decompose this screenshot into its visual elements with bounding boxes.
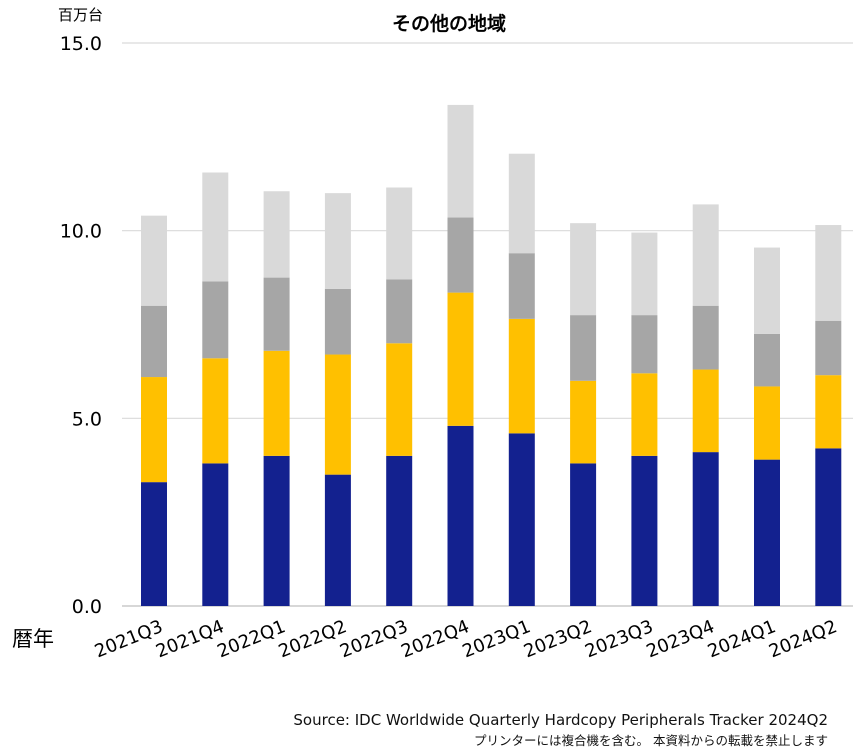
- bar-segment-series-1: [263, 455, 290, 606]
- bar-segment-series-1: [815, 448, 842, 606]
- bar-segment-series-4: [447, 104, 474, 218]
- bar-segment-series-4: [570, 223, 597, 316]
- x-tick-label: 2024Q2: [766, 616, 840, 662]
- bar-segment-series-4: [324, 193, 351, 289]
- bar-segment-series-1: [692, 452, 719, 606]
- bar-segment-series-3: [141, 305, 167, 378]
- note-text: プリンターには複合機を含む。 本資料からの転載を禁止します: [474, 733, 828, 748]
- bar-segment-series-2: [386, 343, 413, 456]
- bar-segment-series-2: [631, 373, 658, 456]
- bar-segment-series-4: [202, 172, 229, 282]
- x-tick-label: 2023Q1: [460, 616, 534, 662]
- bar-segment-series-1: [570, 463, 597, 606]
- bar-stacks: [141, 104, 842, 606]
- bar-segment-series-2: [692, 369, 719, 453]
- bar-segment-series-3: [631, 315, 658, 374]
- gridlines: [122, 42, 853, 607]
- y-tick-label: 0.0: [72, 596, 102, 618]
- bar-segment-series-1: [141, 482, 167, 606]
- bar-segment-series-2: [570, 380, 597, 464]
- bar-segment-series-1: [202, 463, 229, 606]
- bar-segment-series-4: [141, 215, 167, 306]
- x-tick-label: 2023Q2: [521, 616, 595, 662]
- bar-segment-series-1: [754, 459, 780, 606]
- x-axis-label: 暦年: [12, 627, 54, 651]
- x-tick-label: 2024Q1: [705, 616, 779, 662]
- bar-segment-series-1: [324, 474, 351, 606]
- bar-segment-series-4: [631, 232, 658, 316]
- x-tick-label: 2023Q4: [643, 616, 717, 662]
- bar-segment-series-3: [815, 320, 842, 376]
- bar-segment-series-1: [508, 433, 535, 606]
- bar-segment-series-3: [386, 279, 413, 344]
- bar-segment-series-2: [815, 375, 842, 449]
- bar-segment-series-3: [263, 277, 290, 351]
- bar-segment-series-1: [447, 425, 474, 606]
- x-tick-label: 2022Q2: [276, 616, 350, 662]
- bar-segment-series-2: [508, 318, 535, 434]
- x-tick-label: 2021Q4: [153, 616, 227, 662]
- x-axis-ticks: 2021Q32021Q42022Q12022Q22022Q32022Q42023…: [92, 616, 840, 662]
- y-tick-label: 10.0: [60, 221, 102, 243]
- bar-segment-series-2: [324, 354, 351, 475]
- bar-segment-series-4: [263, 191, 290, 278]
- source-text: Source: IDC Worldwide Quarterly Hardcopy…: [293, 711, 828, 729]
- bar-segment-series-3: [508, 253, 535, 319]
- bar-segment-series-2: [202, 358, 229, 464]
- x-tick-label: 2023Q3: [582, 616, 656, 662]
- bar-segment-series-2: [447, 292, 474, 426]
- bar-segment-series-2: [754, 386, 780, 460]
- bar-segment-series-3: [324, 288, 351, 355]
- y-tick-label: 15.0: [60, 33, 102, 55]
- y-axis-ticks: 0.0 5.0 10.0 15.0: [60, 33, 102, 618]
- chart-title: その他の地域: [392, 12, 506, 35]
- bar-segment-series-3: [447, 217, 474, 293]
- bar-segment-series-1: [386, 455, 413, 606]
- y-axis-unit-label: 百万台: [58, 6, 103, 24]
- bar-segment-series-2: [263, 350, 290, 456]
- bar-segment-series-1: [631, 455, 658, 606]
- bar-segment-series-3: [754, 333, 780, 387]
- bar-segment-series-4: [692, 204, 719, 306]
- bar-segment-series-2: [141, 377, 167, 483]
- x-tick-label: 2022Q4: [398, 616, 472, 662]
- x-tick-label: 2022Q1: [214, 616, 288, 662]
- x-tick-label: 2021Q3: [92, 616, 166, 662]
- x-tick-label: 2022Q3: [337, 616, 411, 662]
- bar-segment-series-3: [570, 315, 597, 381]
- bar-segment-series-4: [754, 247, 780, 334]
- bar-segment-series-4: [508, 153, 535, 254]
- bar-segment-series-3: [202, 281, 229, 359]
- bar-segment-series-4: [815, 225, 842, 321]
- bar-segment-series-4: [386, 187, 413, 280]
- bar-segment-series-3: [692, 305, 719, 370]
- y-tick-label: 5.0: [72, 408, 102, 430]
